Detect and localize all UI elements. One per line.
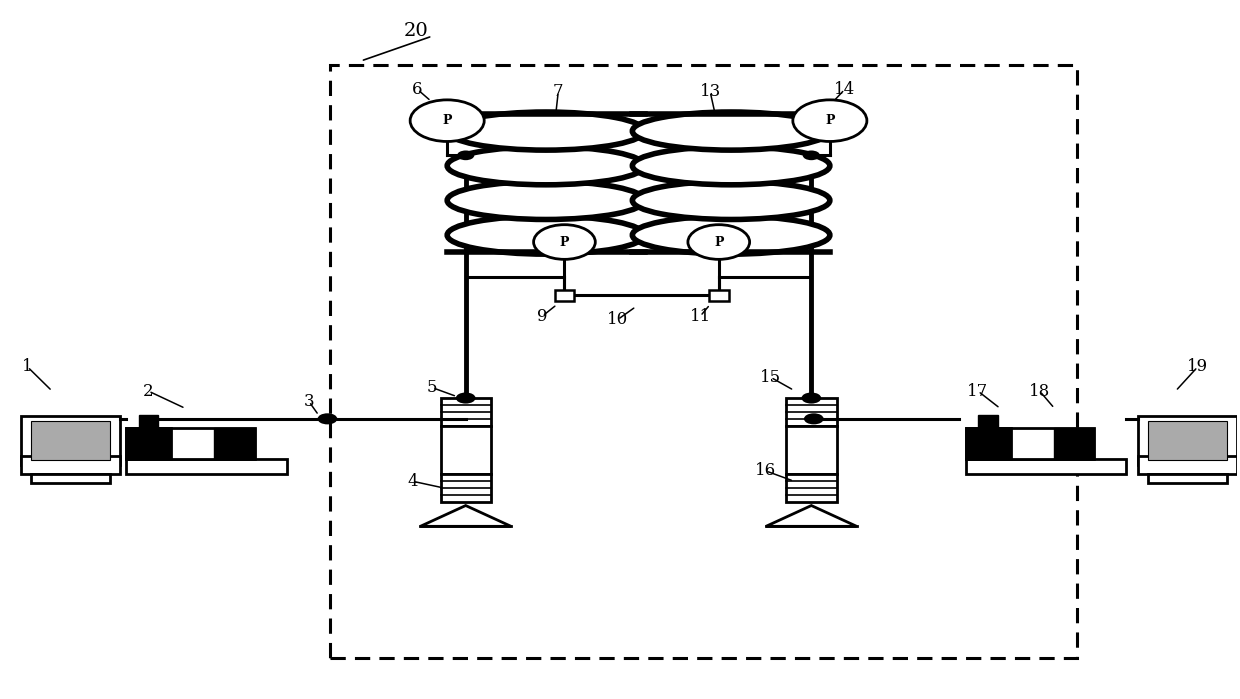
Text: 16: 16 [755,462,776,480]
Circle shape [410,100,484,141]
Text: 1: 1 [22,359,32,375]
Bar [126,428,254,459]
Bar [126,459,286,475]
Text: 10: 10 [606,311,629,329]
Bar [1148,475,1228,483]
Text: P: P [825,114,835,127]
Circle shape [792,100,867,141]
Bar [966,428,1094,459]
Bar [1138,416,1238,466]
Bar [440,398,491,426]
Circle shape [317,413,337,424]
Text: 9: 9 [537,308,548,325]
Bar [966,459,1126,475]
Text: 19: 19 [1187,359,1208,375]
Text: 4: 4 [407,473,418,490]
Text: P: P [443,114,451,127]
Bar [709,290,729,301]
Bar [139,415,159,428]
Bar [786,475,837,502]
Bar [440,426,491,475]
Circle shape [802,150,820,160]
Circle shape [533,224,595,259]
Bar [966,428,1011,459]
Circle shape [458,150,475,160]
Text: 15: 15 [760,369,781,386]
Ellipse shape [448,112,645,150]
Text: 6: 6 [413,81,423,98]
Bar [554,290,574,301]
Bar [1054,428,1094,459]
Text: 7: 7 [553,83,564,100]
Ellipse shape [632,216,830,254]
Ellipse shape [448,216,645,254]
Text: 17: 17 [967,382,988,400]
Text: 12: 12 [676,190,697,207]
Bar [786,426,837,475]
Circle shape [801,393,821,403]
Text: 13: 13 [699,83,720,100]
Bar [31,421,110,460]
Text: 3: 3 [304,393,314,410]
Polygon shape [766,505,857,526]
Bar [1138,456,1238,475]
Text: P: P [559,236,569,249]
Ellipse shape [632,181,830,219]
Ellipse shape [448,181,645,219]
Bar [21,456,120,475]
Circle shape [804,413,823,424]
Ellipse shape [448,147,645,185]
Text: 2: 2 [143,382,154,400]
Bar [126,428,171,459]
Text: P: P [714,236,723,249]
Bar [978,415,998,428]
Bar [440,475,491,502]
Bar [1148,421,1228,460]
Bar [31,475,110,483]
Ellipse shape [632,112,830,150]
Circle shape [688,224,750,259]
Text: 20: 20 [404,22,429,40]
Bar [21,416,120,466]
Text: 18: 18 [1029,382,1050,400]
Text: 11: 11 [689,308,711,325]
Text: 14: 14 [835,81,856,98]
Text: 5: 5 [427,379,438,396]
Polygon shape [420,505,511,526]
Bar [215,428,254,459]
Circle shape [456,393,476,403]
Text: 8: 8 [584,190,594,207]
Ellipse shape [632,147,830,185]
Bar [786,398,837,426]
